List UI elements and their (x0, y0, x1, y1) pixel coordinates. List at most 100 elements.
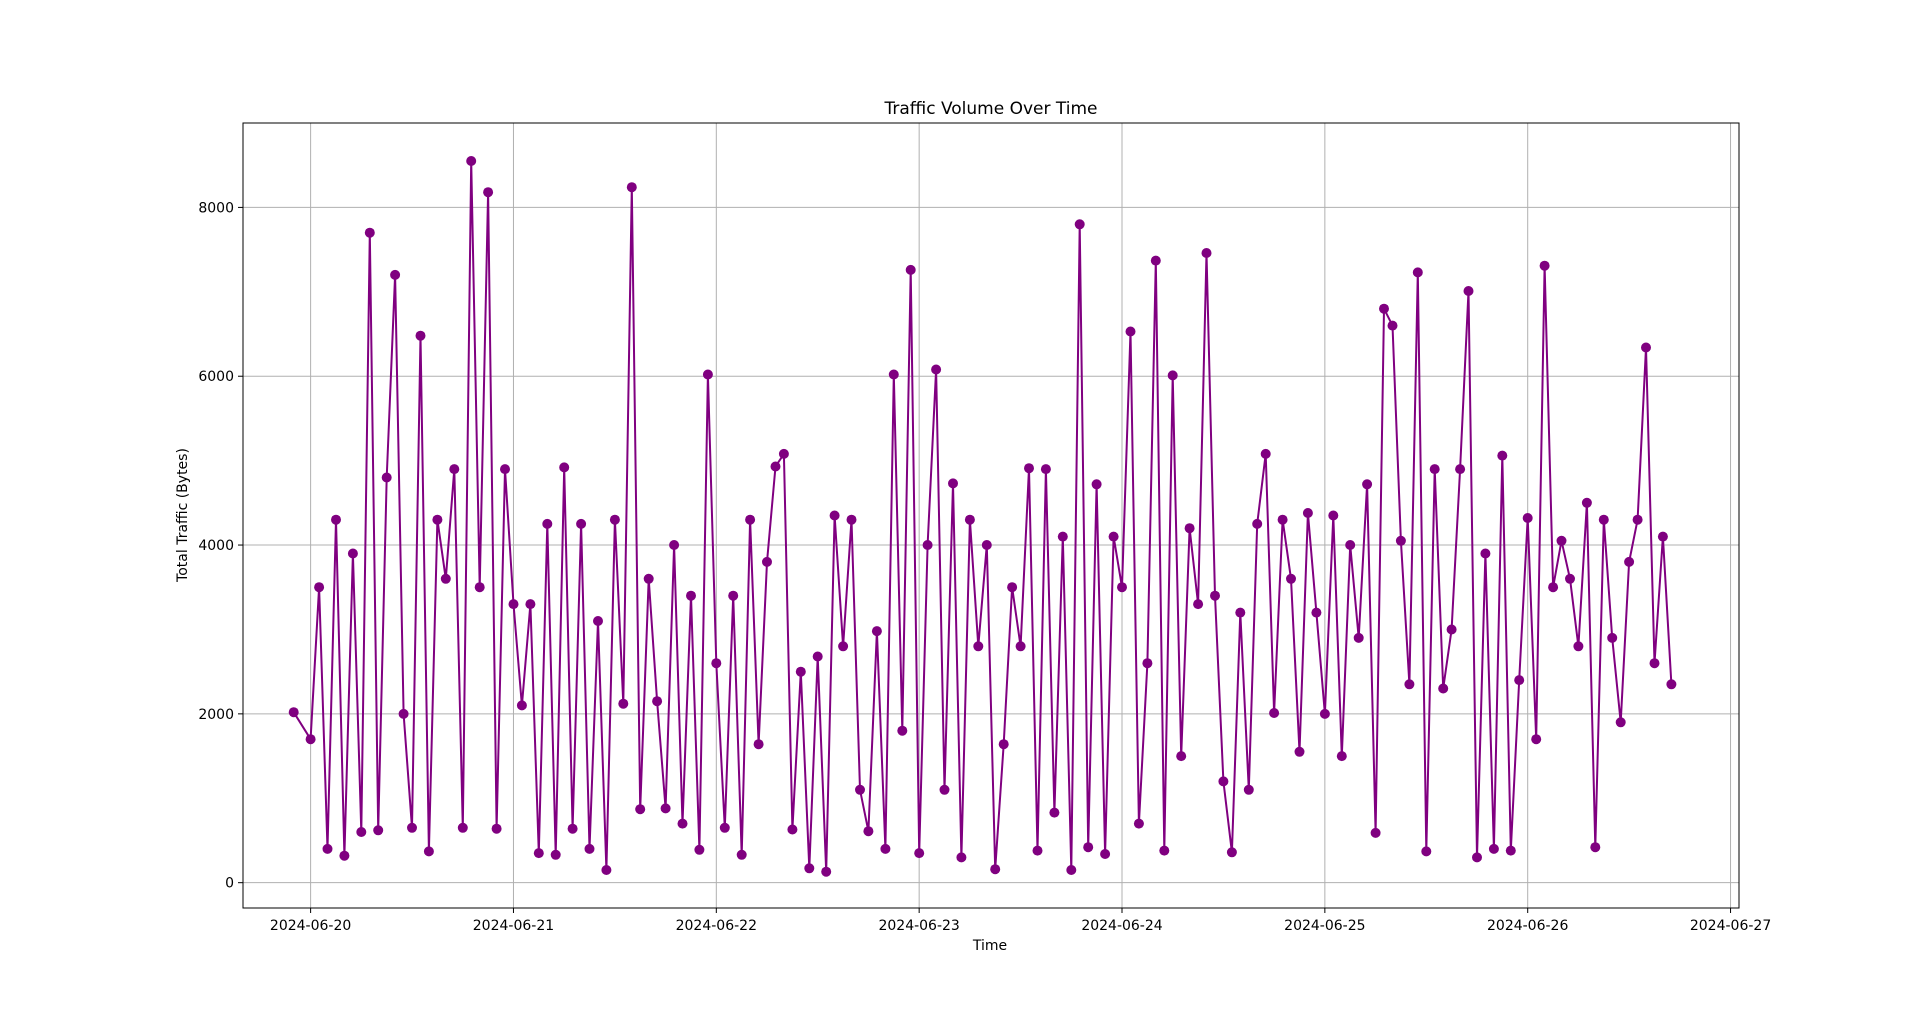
data-point (677, 818, 688, 829)
data-point (1404, 679, 1415, 690)
data-point (888, 369, 899, 380)
data-point (643, 573, 654, 584)
data-point (728, 590, 739, 601)
data-point (686, 590, 696, 601)
data-point (1505, 845, 1516, 856)
data-point (1522, 513, 1533, 523)
data-point (1201, 248, 1212, 258)
data-point (1091, 479, 1102, 490)
data-point (1590, 842, 1601, 853)
data-point (1455, 464, 1466, 475)
data-point (609, 514, 620, 525)
data-point (381, 472, 392, 483)
data-point (1328, 510, 1339, 521)
y-tick-label: 2000 (198, 707, 234, 723)
data-point (1226, 847, 1237, 858)
data-point (1497, 450, 1508, 461)
data-point (1429, 464, 1440, 475)
data-point (1319, 708, 1330, 719)
data-point (449, 464, 460, 475)
data-point (373, 825, 384, 836)
x-tick-label: 2024-06-21 (473, 918, 554, 934)
data-point (305, 734, 316, 745)
data-point (1311, 607, 1322, 618)
data-point (1514, 675, 1525, 686)
data-point (398, 708, 409, 719)
data-point (1472, 852, 1482, 863)
y-tick-label: 6000 (198, 369, 234, 385)
data-point (440, 573, 451, 584)
data-point (1133, 818, 1144, 829)
data-point (1100, 849, 1111, 859)
y-tick-label: 4000 (198, 538, 234, 554)
data-point (322, 843, 333, 854)
data-point (1083, 842, 1094, 853)
data-point (331, 514, 341, 525)
data-point (922, 540, 933, 550)
data-point (964, 514, 975, 525)
x-tick-label: 2024-06-26 (1487, 918, 1568, 934)
data-point (1125, 326, 1136, 337)
data-point (1539, 260, 1550, 271)
data-point (466, 156, 477, 166)
data-point (314, 582, 325, 593)
data-point (356, 827, 367, 837)
data-point (1531, 734, 1542, 745)
data-point (1074, 219, 1085, 230)
y-tick-label: 0 (225, 876, 234, 892)
data-point (1548, 582, 1559, 593)
data-point (364, 227, 375, 238)
data-point (1556, 535, 1567, 546)
data-point (1007, 582, 1018, 593)
data-point (1598, 514, 1609, 525)
data-point (948, 478, 958, 489)
data-point (795, 666, 806, 677)
data-point (1573, 641, 1584, 652)
data-point (1463, 286, 1474, 296)
data-point (981, 540, 992, 550)
data-point (1615, 717, 1626, 728)
data-point (1243, 784, 1254, 795)
data-point (415, 330, 426, 341)
data-point (1379, 303, 1389, 314)
data-point (1286, 573, 1296, 584)
data-point (457, 822, 468, 833)
data-point (1370, 827, 1381, 838)
data-point (787, 824, 798, 835)
data-point (914, 848, 925, 859)
x-tick-label: 2024-06-23 (878, 918, 959, 934)
data-point (829, 510, 840, 521)
data-point (626, 182, 637, 193)
x-tick-label: 2024-06-20 (270, 918, 351, 934)
data-point (474, 582, 485, 593)
data-point (390, 269, 401, 280)
data-point (1362, 479, 1373, 490)
data-point (669, 540, 680, 550)
y-axis-label: Total Traffic (Bytes) (175, 448, 191, 583)
data-point (1607, 632, 1618, 643)
data-point (525, 599, 536, 610)
x-tick-label: 2024-06-25 (1284, 918, 1365, 934)
data-point (762, 556, 772, 567)
data-point (550, 849, 561, 860)
data-point (804, 863, 815, 874)
data-point (719, 822, 730, 833)
data-point (1040, 464, 1051, 475)
data-point (432, 514, 443, 525)
data-point (1117, 582, 1127, 593)
data-point (1015, 641, 1026, 652)
data-point (660, 803, 671, 814)
data-point (1193, 599, 1204, 610)
data-point (855, 784, 865, 795)
data-point (897, 725, 908, 736)
data-point (1210, 590, 1220, 601)
data-point (1142, 658, 1153, 669)
x-axis-ticks: 2024-06-20 2024-06-21 2024-06-22 2024-06-23… (270, 908, 1771, 934)
data-point (871, 626, 882, 637)
data-point (491, 823, 502, 834)
data-point (500, 464, 510, 475)
data-point (1624, 556, 1635, 567)
data-point (1066, 865, 1077, 875)
data-point (1353, 632, 1364, 643)
